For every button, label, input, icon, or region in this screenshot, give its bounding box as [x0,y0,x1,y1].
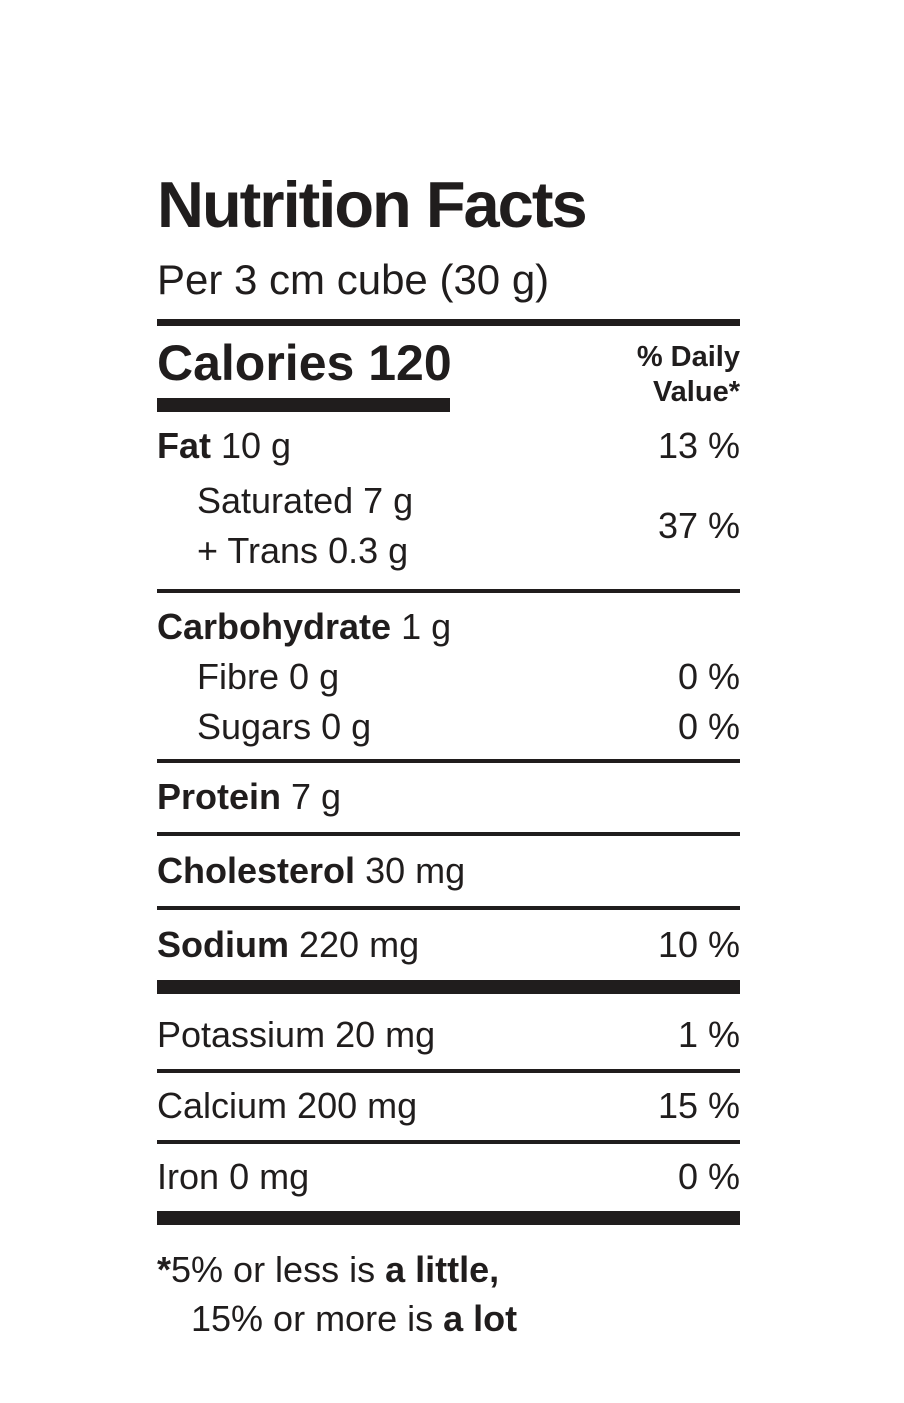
nutrient-row-carbohydrate: Carbohydrate 1 g [157,593,740,651]
divider-after-potassium [157,1069,740,1074]
protein-name: Protein [157,776,282,818]
divider-after-fat [157,589,740,594]
fat-amount: 10 g [221,425,292,466]
nutrient-row-iron: Iron 0 mg 0 % [157,1144,740,1211]
potassium-name: Potassium [157,1014,326,1056]
nutrient-row-calcium: Calcium 200 mg 15 % [157,1073,740,1140]
footnote-line1: *5% or less is a little, [157,1246,740,1295]
calories-section: Calories 120 % Daily Value* [157,326,740,412]
saturated-trans-daily-value: 37 % [657,504,740,546]
protein-name-amount: Protein 7 g [157,779,341,815]
fibre-amount: 0 g [289,656,340,698]
carbohydrate-amount: 1 g [401,606,452,648]
footnote-line2-text: 15% or more is [191,1298,444,1340]
calcium-name: Calcium [157,1085,288,1127]
nutrient-row-fibre: Fibre 0 g 0 % [157,651,740,701]
daily-value-footnote: *5% or less is a little, 15% or more is … [157,1246,740,1344]
thick-bar-after-iron [157,1211,740,1226]
iron-name-amount: Iron 0 mg [157,1159,309,1195]
calories-label: Calories [157,335,355,391]
cholesterol-name: Cholesterol [157,850,356,892]
nutrient-row-protein: Protein 7 g [157,763,740,832]
calcium-daily-value: 15 % [657,1085,740,1127]
divider-after-calcium [157,1140,740,1145]
nutrition-facts-label: Nutrition Facts Per 3 cm cube (30 g) Cal… [157,172,740,1344]
sugars-name: Sugars [197,706,312,748]
fat-name: Fat [157,425,211,466]
nutrient-row-fat: Fat 10 g 13 % [157,412,740,472]
iron-daily-value: 0 % [677,1156,740,1198]
carbohydrate-name: Carbohydrate [157,606,392,648]
footnote-line2-bold: a lot [443,1298,518,1340]
nutrient-row-sodium: Sodium 220 mg 10 % [157,910,740,980]
thick-bar-after-sodium [157,980,740,995]
sugars-daily-value: 0 % [677,706,740,748]
footnote-line2: 15% or more is a lot [157,1295,740,1344]
daily-value-header-line1: % Daily [636,341,740,373]
label-title: Nutrition Facts [157,168,588,241]
top-rule [157,319,740,326]
calcium-name-amount: Calcium 200 mg [157,1088,417,1124]
trans-line: + Trans 0.3 g [197,529,409,571]
cholesterol-name-amount: Cholesterol 30 mg [157,853,465,889]
daily-value-header: % Daily Value* [637,338,740,410]
calcium-amount: 200 mg [297,1085,418,1127]
potassium-name-amount: Potassium 20 mg [157,1017,435,1053]
divider-after-cholesterol [157,906,740,911]
potassium-amount: 20 mg [335,1014,436,1056]
fibre-name-amount: Fibre 0 g [157,659,339,695]
carbohydrate-name-amount: Carbohydrate 1 g [157,609,451,645]
sodium-name-amount: Sodium 220 mg [157,927,419,963]
sodium-amount: 220 mg [299,924,420,966]
footnote-line1-text: 5% or less is [171,1249,386,1291]
fibre-name: Fibre [197,656,280,698]
iron-amount: 0 mg [229,1156,310,1198]
nutrient-row-sugars: Sugars 0 g 0 % [157,701,740,759]
sodium-name: Sodium [157,924,289,966]
calories-underline-bar [157,398,450,412]
fat-daily-value: 13 % [657,425,740,466]
sugars-amount: 0 g [321,706,372,748]
saturated-line: Saturated 7 g [197,480,414,521]
potassium-daily-value: 1 % [677,1014,740,1056]
fibre-daily-value: 0 % [677,656,740,698]
saturated-trans-lines: Saturated 7 g + Trans 0.3 g [157,476,413,575]
cholesterol-amount: 30 mg [365,850,466,892]
daily-value-header-line2: Value* [652,375,740,408]
protein-amount: 7 g [291,776,342,818]
calories-block: Calories 120 [157,338,452,412]
fat-name-amount: Fat 10 g [157,428,291,464]
calories-row: Calories 120 [157,338,452,388]
nutrient-row-saturated-trans: Saturated 7 g + Trans 0.3 g 37 % [157,472,740,589]
sodium-daily-value: 10 % [657,924,740,966]
nutrient-row-potassium: Potassium 20 mg 1 % [157,994,740,1069]
serving-size: Per 3 cm cube (30 g) [157,256,550,303]
iron-name: Iron [157,1156,220,1198]
nutrient-row-cholesterol: Cholesterol 30 mg [157,836,740,906]
calories-value: 120 [368,335,452,391]
divider-after-protein [157,832,740,837]
footnote-line1-bold: a little, [385,1249,500,1291]
footnote-asterisk: * [157,1249,172,1291]
sugars-name-amount: Sugars 0 g [157,709,371,745]
divider-after-carbohydrate [157,759,740,764]
